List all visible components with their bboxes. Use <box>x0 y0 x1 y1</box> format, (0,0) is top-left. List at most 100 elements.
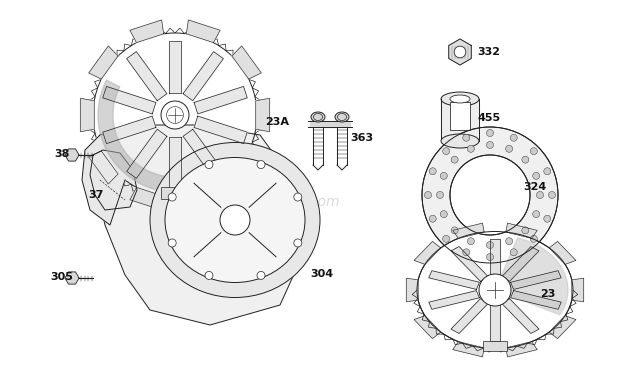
Polygon shape <box>406 278 418 302</box>
Polygon shape <box>506 223 538 238</box>
Circle shape <box>530 148 538 155</box>
Polygon shape <box>183 51 223 101</box>
Polygon shape <box>502 246 539 281</box>
Polygon shape <box>511 290 561 309</box>
Text: 37: 37 <box>88 190 104 200</box>
Text: 304: 304 <box>310 269 333 279</box>
Polygon shape <box>449 39 471 65</box>
Polygon shape <box>103 87 156 114</box>
Polygon shape <box>429 290 479 309</box>
Polygon shape <box>572 278 583 302</box>
Ellipse shape <box>450 95 470 103</box>
Circle shape <box>506 238 513 245</box>
Circle shape <box>257 161 265 169</box>
Circle shape <box>205 272 213 279</box>
Circle shape <box>451 227 458 234</box>
Circle shape <box>510 249 517 256</box>
Polygon shape <box>93 33 257 197</box>
Circle shape <box>257 272 265 279</box>
Bar <box>450 102 470 130</box>
Polygon shape <box>506 342 538 357</box>
Text: 324: 324 <box>523 182 546 192</box>
Ellipse shape <box>441 134 479 148</box>
Polygon shape <box>453 223 484 238</box>
Polygon shape <box>90 150 137 210</box>
Polygon shape <box>89 151 118 184</box>
Polygon shape <box>169 137 181 189</box>
Polygon shape <box>511 271 561 289</box>
Polygon shape <box>183 129 223 178</box>
Polygon shape <box>82 135 125 225</box>
Circle shape <box>436 192 443 198</box>
Circle shape <box>487 253 494 260</box>
Circle shape <box>544 215 551 222</box>
Bar <box>161 187 189 199</box>
Text: 305: 305 <box>50 272 73 282</box>
Circle shape <box>510 134 517 141</box>
Polygon shape <box>310 121 350 127</box>
Polygon shape <box>490 239 500 276</box>
Circle shape <box>161 101 189 129</box>
Polygon shape <box>451 299 489 333</box>
Polygon shape <box>490 303 500 341</box>
Polygon shape <box>414 316 441 339</box>
Circle shape <box>220 205 250 235</box>
Circle shape <box>467 238 474 245</box>
Circle shape <box>536 192 544 198</box>
Circle shape <box>205 161 213 169</box>
Polygon shape <box>495 238 568 315</box>
Polygon shape <box>194 116 247 144</box>
Circle shape <box>440 211 447 218</box>
Circle shape <box>294 239 302 247</box>
Circle shape <box>479 274 511 306</box>
Ellipse shape <box>311 112 325 122</box>
Polygon shape <box>187 187 220 210</box>
Circle shape <box>450 155 530 235</box>
Circle shape <box>463 249 470 256</box>
Circle shape <box>168 193 176 201</box>
Polygon shape <box>441 99 479 141</box>
Polygon shape <box>549 242 576 264</box>
Polygon shape <box>429 271 479 289</box>
Circle shape <box>533 172 539 179</box>
Text: 23: 23 <box>540 289 556 299</box>
Polygon shape <box>89 46 118 79</box>
Polygon shape <box>65 272 79 284</box>
Circle shape <box>168 239 176 247</box>
Bar <box>483 340 507 350</box>
Circle shape <box>440 172 447 179</box>
Polygon shape <box>130 20 164 43</box>
Circle shape <box>463 134 470 141</box>
Circle shape <box>544 168 551 175</box>
Circle shape <box>506 145 513 152</box>
Text: 38: 38 <box>54 149 69 159</box>
Polygon shape <box>169 41 181 93</box>
Polygon shape <box>256 98 270 132</box>
Ellipse shape <box>441 92 479 106</box>
Text: eReplacementParts.com: eReplacementParts.com <box>170 195 340 209</box>
Text: 363: 363 <box>350 133 373 143</box>
Polygon shape <box>232 46 261 79</box>
Polygon shape <box>194 87 247 114</box>
Polygon shape <box>103 116 156 144</box>
Ellipse shape <box>417 232 573 349</box>
Circle shape <box>467 145 474 152</box>
Polygon shape <box>549 316 576 339</box>
Circle shape <box>522 156 529 163</box>
Polygon shape <box>130 187 164 210</box>
Circle shape <box>530 235 538 242</box>
Circle shape <box>429 168 436 175</box>
Circle shape <box>454 46 466 58</box>
Circle shape <box>429 215 436 222</box>
Circle shape <box>425 192 432 198</box>
Polygon shape <box>126 129 167 178</box>
Circle shape <box>487 242 494 249</box>
Polygon shape <box>98 80 187 192</box>
Circle shape <box>443 148 450 155</box>
Circle shape <box>422 127 558 263</box>
Ellipse shape <box>150 142 320 297</box>
Circle shape <box>533 211 539 218</box>
Text: 332: 332 <box>477 47 500 57</box>
Polygon shape <box>453 342 484 357</box>
Ellipse shape <box>422 248 558 268</box>
